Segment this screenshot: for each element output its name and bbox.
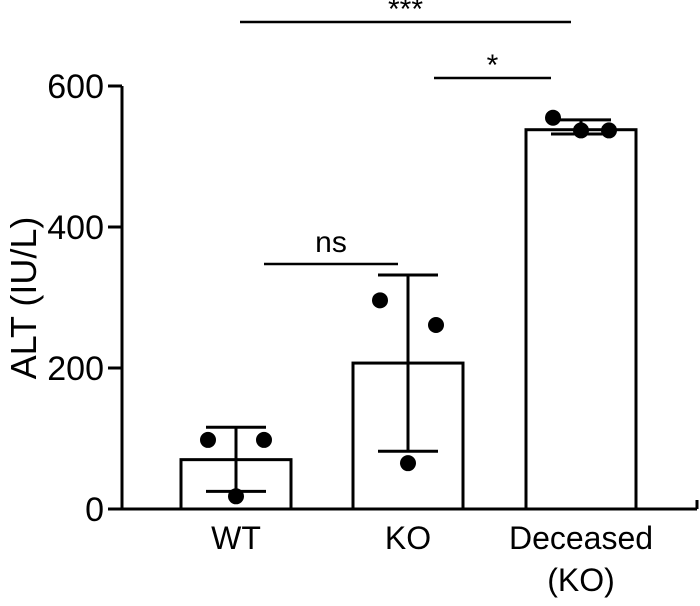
data-point [400,455,416,472]
significance-label: ns [315,226,347,259]
data-point [428,316,444,333]
data-point [372,292,388,309]
y-tick-label: 400 [47,209,104,247]
axes: 0 200 400 600 WT KO Deceased (KO) [47,68,699,598]
data-point [200,431,216,448]
data-point [256,431,272,448]
x-tick-label: Deceased [509,520,653,556]
significance-annotations: ns**** [240,0,571,266]
x-tick-label: KO [385,520,431,556]
data-point [601,122,617,139]
significance-label: * [487,49,499,82]
y-tick-label: 0 [85,491,104,529]
data-points [200,109,617,505]
data-point [573,122,589,139]
y-tick-label: 200 [47,350,104,388]
bar [524,128,638,511]
data-point [228,488,244,505]
y-axis-label: ALT (IU/L) [3,217,44,380]
significance-label: *** [388,0,423,26]
x-tick-label: WT [211,520,261,556]
y-tick-label: 600 [47,68,104,106]
data-point [545,109,561,126]
x-tick-label-line2: (KO) [547,562,615,598]
